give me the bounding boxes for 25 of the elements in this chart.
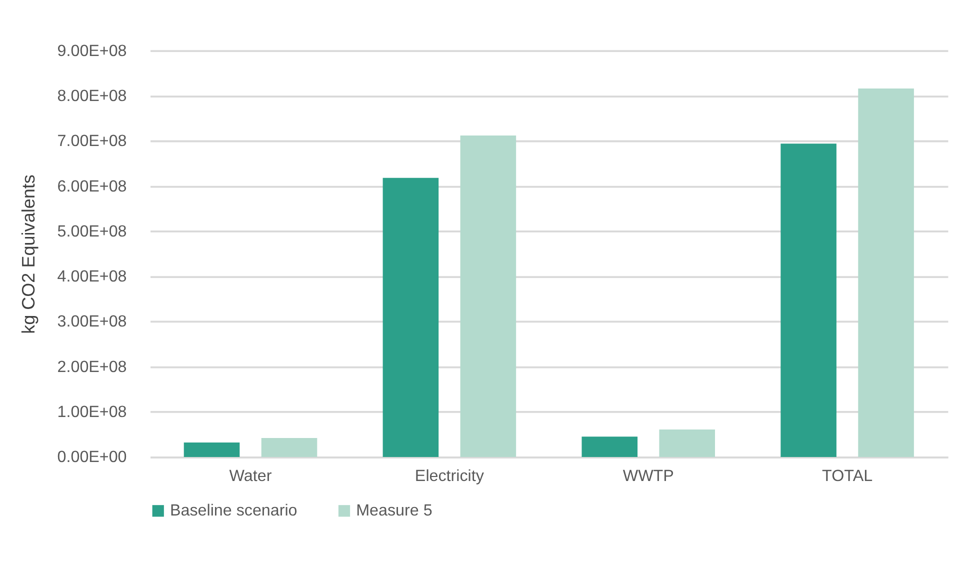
y-tick-label: 0.00E+00 xyxy=(57,448,127,466)
y-tick-label: 8.00E+08 xyxy=(57,86,127,105)
bar xyxy=(184,442,240,458)
bar xyxy=(460,135,516,458)
y-tick-label: 4.00E+08 xyxy=(57,268,127,286)
legend-label: Measure 5 xyxy=(356,502,432,520)
bar xyxy=(582,436,638,458)
y-tick-label: 9.00E+08 xyxy=(57,42,127,60)
bar xyxy=(659,429,716,458)
y-tick-label: 6.00E+08 xyxy=(57,177,127,196)
x-tick-label: Water xyxy=(229,467,272,486)
x-tick-label: WWTP xyxy=(622,467,674,486)
legend-label: Baseline scenario xyxy=(170,502,298,520)
bar xyxy=(261,438,318,458)
bar xyxy=(382,178,439,458)
y-tick-label: 3.00E+08 xyxy=(57,312,127,331)
y-tick-label: 1.00E+08 xyxy=(57,403,127,422)
bar xyxy=(858,88,914,458)
x-tick-label: Electricity xyxy=(414,467,485,486)
x-tick-label: TOTAL xyxy=(822,467,873,486)
y-tick-label: 7.00E+08 xyxy=(57,132,127,150)
y-tick-label: 5.00E+08 xyxy=(57,222,127,240)
y-axis-title: kg CO2 Equivalents xyxy=(18,174,38,334)
y-tick-label: 2.00E+08 xyxy=(57,358,127,376)
bar xyxy=(780,144,836,458)
